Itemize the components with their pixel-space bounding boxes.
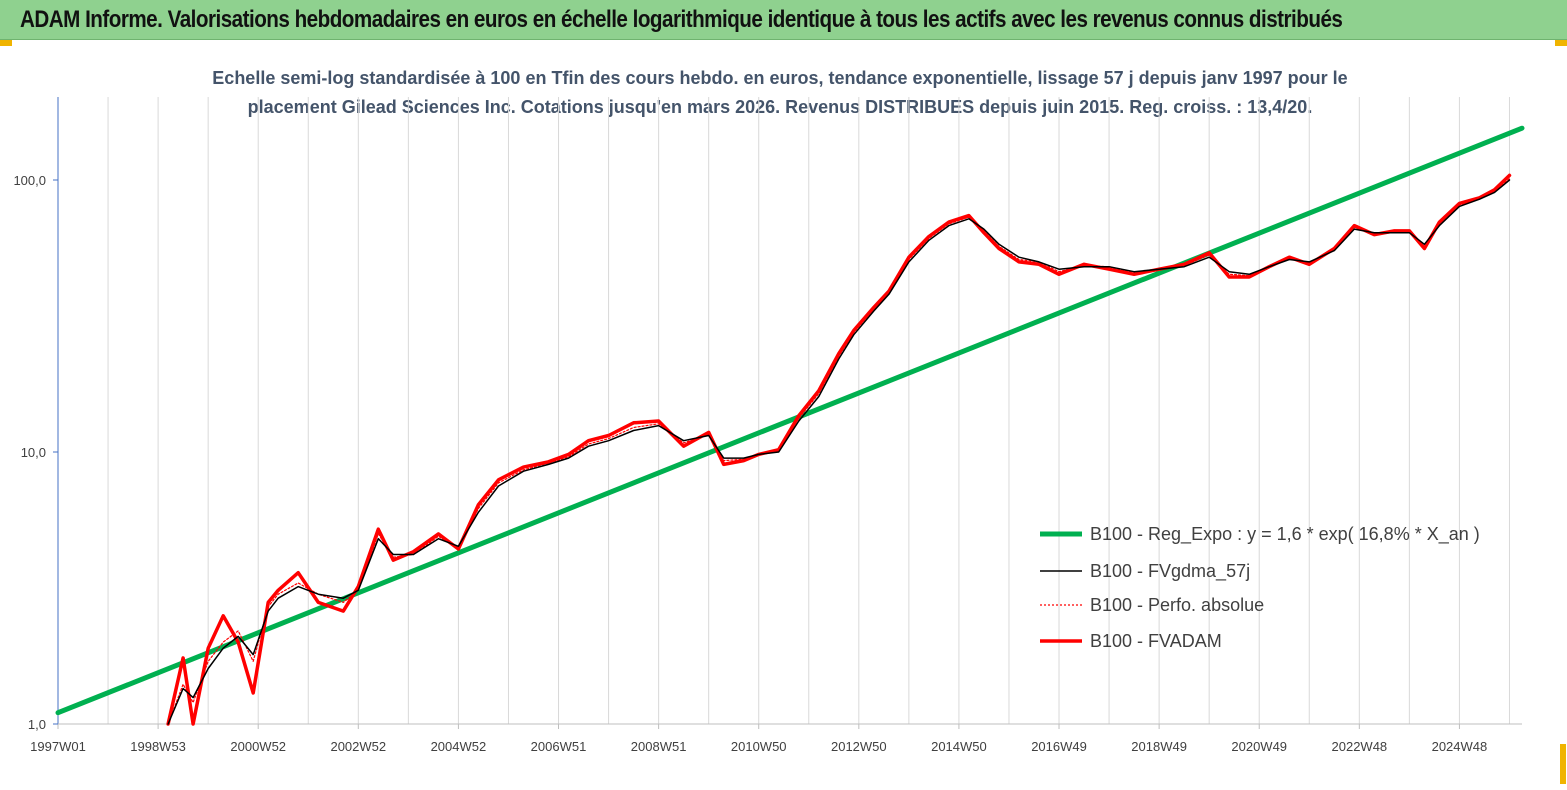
series-lines: [55, 125, 1525, 726]
x-tick-label-6: 2008W51: [631, 739, 687, 754]
x-tick-label-13: 2022W48: [1332, 739, 1388, 754]
series-line-3: [166, 173, 1512, 726]
x-tick-label-1: 1998W53: [130, 739, 186, 754]
x-tick-label-14: 2024W48: [1432, 739, 1488, 754]
corner-accent-top-left: [0, 40, 12, 46]
title-banner: ADAM Informe. Valorisations hebdomadaire…: [0, 0, 1567, 40]
x-tick-label-11: 2018W49: [1131, 739, 1187, 754]
x-tick-label-4: 2004W52: [431, 739, 487, 754]
y-tick-label-2: 100,0: [13, 173, 46, 188]
legend-label-1: B100 - FVgdma_57j: [1090, 561, 1250, 582]
series-line-0: [55, 125, 1525, 716]
y-tick-label-1: 10,0: [21, 445, 46, 460]
x-tick-label-0: 1997W01: [30, 739, 86, 754]
legend-label-0: B100 - Reg_Expo : y = 1,6 * exp( 16,8% *…: [1090, 524, 1480, 545]
x-tick-label-8: 2012W50: [831, 739, 887, 754]
grid-lines: [57, 97, 1510, 724]
series-line-2: [167, 178, 1511, 725]
legend-label-2: B100 - Perfo. absolue: [1090, 595, 1264, 615]
corner-accent-top-right: [1555, 40, 1567, 46]
chart-title: Echelle semi-log standardisée à 100 en T…: [150, 64, 1410, 122]
legend: B100 - Reg_Expo : y = 1,6 * exp( 16,8% *…: [1040, 524, 1480, 651]
x-tick-label-10: 2016W49: [1031, 739, 1087, 754]
legend-label-3: B100 - FVADAM: [1090, 631, 1222, 651]
chart-title-line-2: placement Gilead Sciences Inc. Cotations…: [247, 97, 1313, 117]
y-tick-label-0: 1,0: [28, 717, 46, 732]
banner-title: ADAM Informe. Valorisations hebdomadaire…: [20, 6, 1343, 33]
x-tick-label-3: 2002W52: [330, 739, 386, 754]
corner-accent-bottom-right: [1560, 744, 1566, 784]
axis-ticks: 1997W01 1998W53 2000W52 2002W52 2004W52 2006W…: [13, 173, 1487, 754]
x-tick-label-2: 2000W52: [230, 739, 286, 754]
x-tick-label-9: 2014W50: [931, 739, 987, 754]
x-tick-label-5: 2006W51: [531, 739, 587, 754]
x-tick-label-12: 2020W49: [1231, 739, 1287, 754]
chart-title-line-1: Echelle semi-log standardisée à 100 en T…: [212, 68, 1348, 88]
x-tick-label-7: 2010W50: [731, 739, 787, 754]
series-line-1: [167, 179, 1511, 725]
